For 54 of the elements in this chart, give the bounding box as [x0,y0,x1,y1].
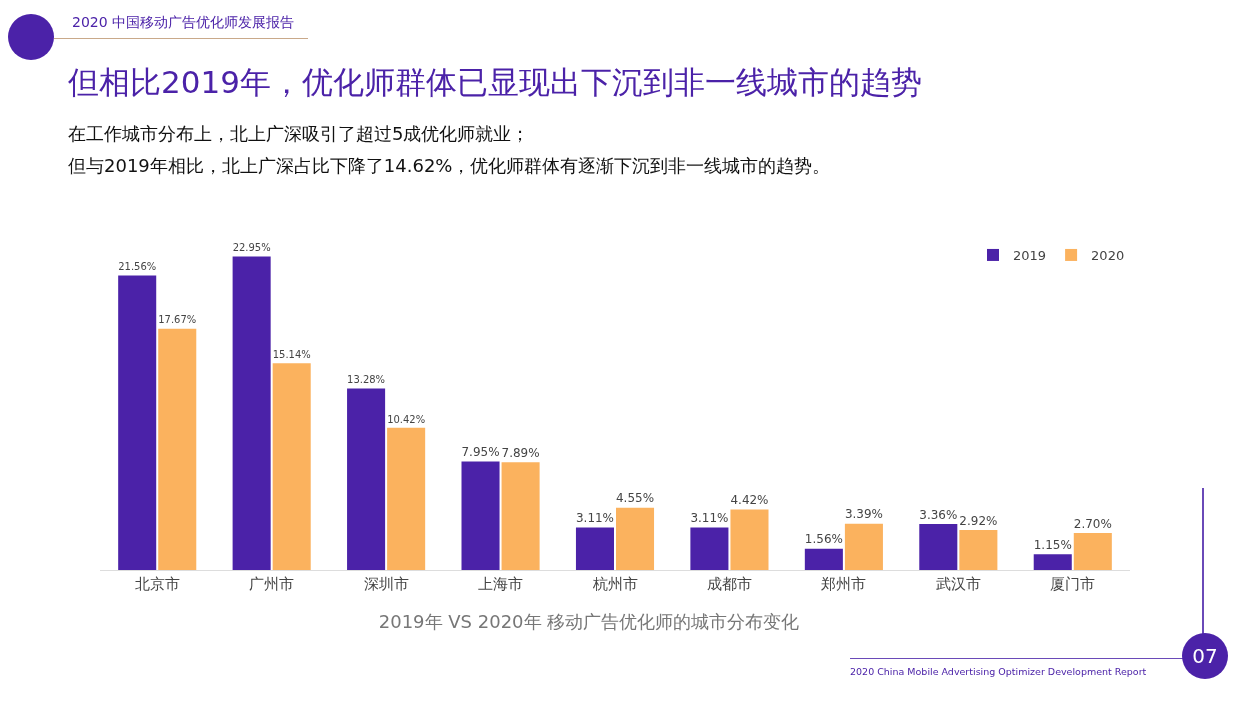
text: 07 [1191,644,1219,668]
text: 2020 China Mobile Advertising Optimizer Development Report [850,666,1147,677]
data-label: 4.42% [730,493,769,508]
chart-subtitle: 在工作城市分布上，北上广深吸引了超过5成优化师就业； [68,122,530,146]
bar [919,524,958,570]
bar [232,256,271,570]
data-label: 3.36% [919,507,958,522]
data-label: 21.56% [118,261,157,273]
bar [959,530,998,570]
x-tick-label: 厦门市 [1050,575,1096,593]
data-label: 2.92% [959,513,998,528]
legend-label: 2019 [1013,248,1047,264]
bar [844,523,883,570]
bar [272,363,311,570]
bar [158,328,197,570]
x-tick-label: 郑州市 [821,575,867,593]
x-tick-label: 成都市 [706,575,752,593]
x-tick-label: 杭州市 [591,575,638,593]
chart-title: 但相比2019年，优化师群体已显现出下沉到非一线城市的趋势 [68,63,922,102]
data-label: 7.95% [461,444,500,459]
legend-label: 2020 [1091,248,1125,264]
bar [118,275,157,570]
x-tick-label: 北京市 [134,575,180,593]
bar [461,461,500,570]
bar [1073,533,1112,570]
data-label: 7.89% [501,445,540,460]
data-label: 10.42% [387,413,426,425]
data-label: 1.56% [804,532,843,547]
data-label: 17.67% [158,314,197,326]
x-tick-label: 广州市 [249,575,295,593]
data-label: 3.11% [575,510,614,525]
bar [616,507,655,570]
bar [1033,554,1072,570]
text: 2019年 VS 2020年 移动广告优化师的城市分布变化 [377,610,801,634]
data-label: 4.55% [616,491,655,506]
data-label: 3.39% [844,507,883,522]
bar [690,527,729,570]
bar [730,509,769,570]
bar [804,548,843,570]
x-tick-label: 上海市 [478,575,524,593]
data-label: 15.14% [272,349,311,361]
bar [575,527,614,570]
text: 但与2019年相比，北上广深占比下降了14.62%，优化师群体有逐渐下沉到非一线城市的趋势。 [68,154,831,178]
text: 2020 中国移动广告优化师发展报告 [72,14,295,32]
x-tick-label: 深圳市 [363,575,409,593]
data-label: 22.95% [232,242,271,254]
bar [347,388,386,570]
data-label: 3.11% [690,510,729,525]
x-tick-label: 武汉市 [935,575,981,593]
data-label: 2.70% [1073,516,1112,531]
data-label: 13.28% [347,374,386,386]
bar [501,462,540,570]
bar [387,427,426,570]
data-label: 1.15% [1033,537,1072,552]
